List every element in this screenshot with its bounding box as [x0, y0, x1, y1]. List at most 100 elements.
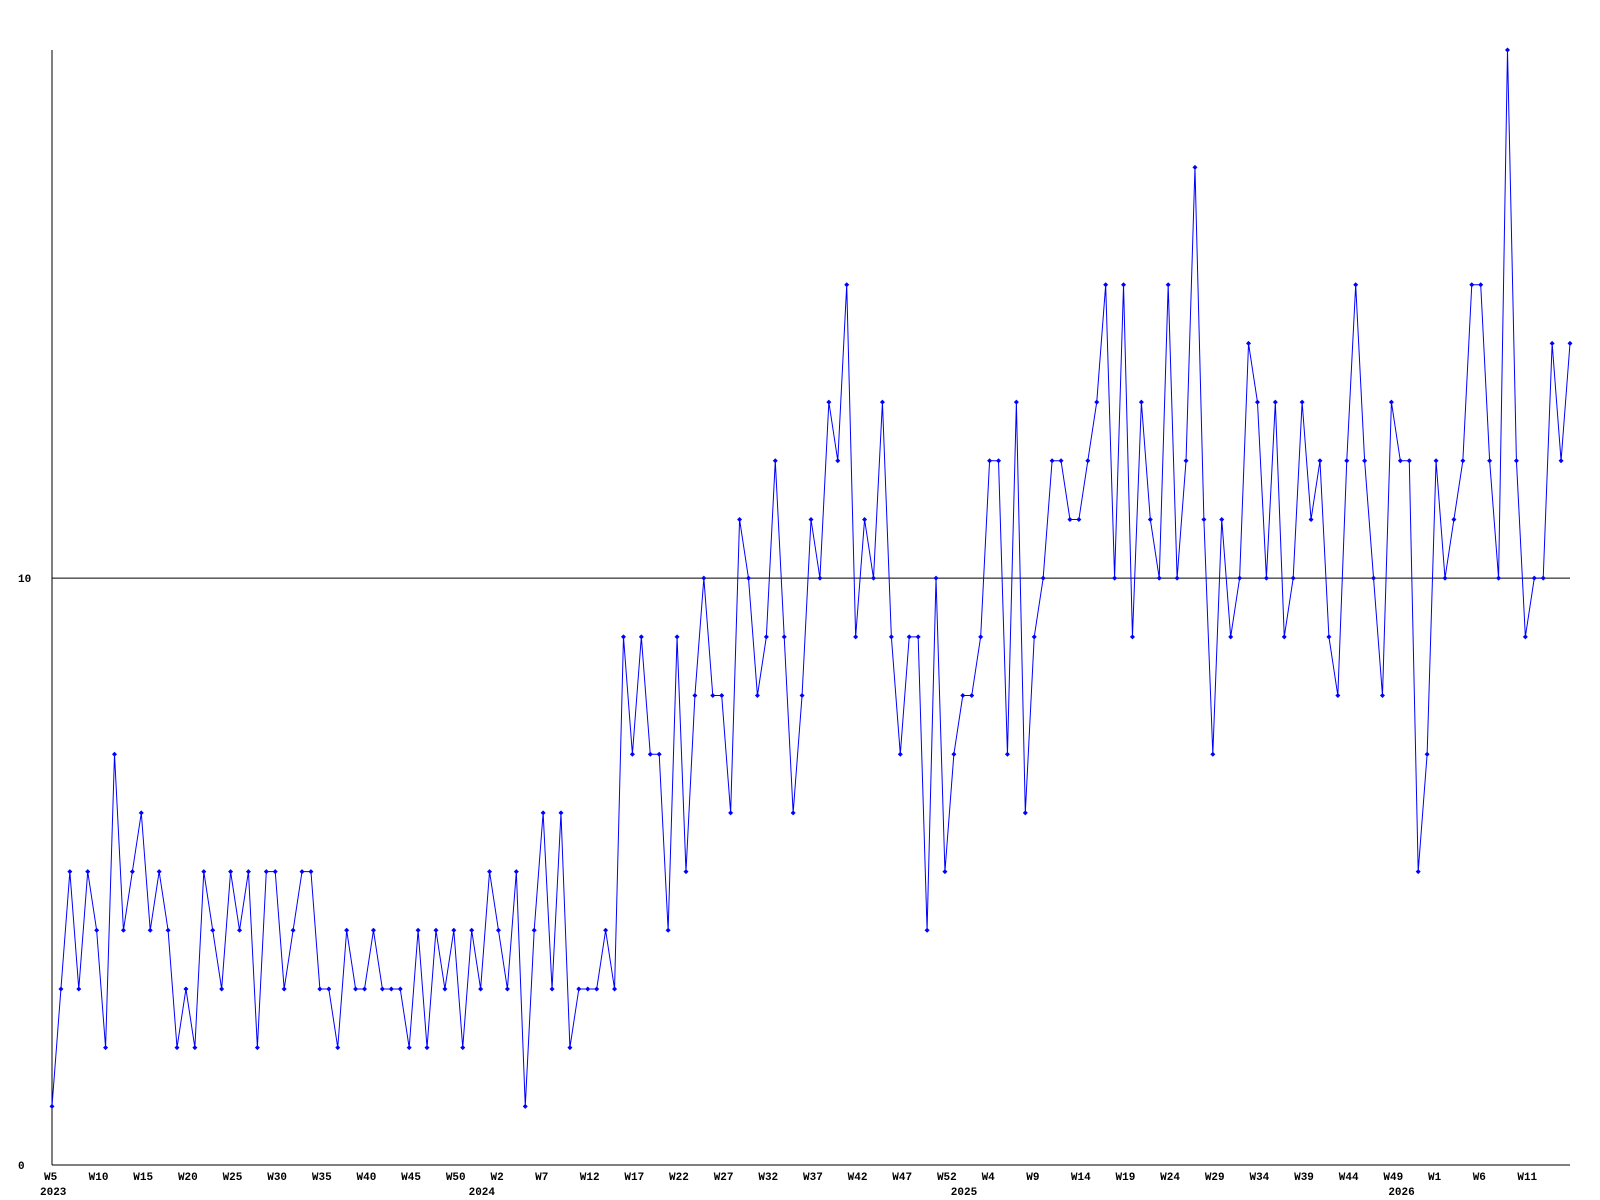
data-point — [1326, 634, 1332, 640]
x-tick-label: W37 — [803, 1172, 823, 1184]
data-point — [1469, 282, 1475, 288]
y-tick-label: 0 — [18, 1161, 25, 1173]
x-tick-label: W32 — [758, 1172, 778, 1184]
x-tick-label: W42 — [848, 1172, 868, 1184]
data-point — [1549, 340, 1555, 346]
x-tick-label: W50 — [446, 1172, 466, 1184]
data-point — [1371, 575, 1377, 581]
x-tick-label: W44 — [1339, 1172, 1359, 1184]
data-point — [504, 986, 510, 992]
data-point — [299, 869, 305, 875]
data-point — [1263, 575, 1269, 581]
data-point — [594, 986, 600, 992]
data-point — [1451, 516, 1457, 522]
x-tick-label: W22 — [669, 1172, 689, 1184]
data-point — [1013, 399, 1019, 405]
data-point — [754, 693, 760, 699]
data-point — [1201, 516, 1207, 522]
data-point — [370, 927, 376, 933]
data-point — [1031, 634, 1037, 640]
data-point — [353, 986, 359, 992]
data-point — [1317, 458, 1323, 464]
data-point — [1085, 458, 1091, 464]
x-tick-label: W39 — [1294, 1172, 1314, 1184]
x-tick-label: W49 — [1383, 1172, 1403, 1184]
data-point — [701, 575, 707, 581]
x-tick-label: W20 — [178, 1172, 198, 1184]
x-tick-label: W40 — [357, 1172, 377, 1184]
data-point — [1103, 282, 1109, 288]
year-label: 2026 — [1388, 1187, 1414, 1199]
x-tick-label: W34 — [1249, 1172, 1269, 1184]
data-point — [924, 927, 930, 933]
data-point — [1094, 399, 1100, 405]
x-tick-label: W6 — [1473, 1172, 1486, 1184]
data-point — [138, 810, 144, 816]
data-point — [1406, 458, 1412, 464]
data-point — [94, 927, 100, 933]
data-point — [558, 810, 564, 816]
data-point — [281, 986, 287, 992]
data-point — [585, 986, 591, 992]
data-point — [451, 927, 457, 933]
data-point — [76, 986, 82, 992]
data-point — [1076, 516, 1082, 522]
data-point — [1049, 458, 1055, 464]
data-point — [442, 986, 448, 992]
data-point — [1004, 751, 1010, 757]
data-point — [808, 516, 814, 522]
data-point — [1210, 751, 1216, 757]
data-point — [1067, 516, 1073, 522]
x-tick-label: W27 — [714, 1172, 734, 1184]
data-point — [531, 927, 537, 933]
x-tick-label: W35 — [312, 1172, 332, 1184]
data-point — [612, 986, 618, 992]
x-tick-label: W17 — [624, 1172, 644, 1184]
data-point — [1415, 869, 1421, 875]
x-tick-label: W12 — [580, 1172, 600, 1184]
x-tick-label: W45 — [401, 1172, 421, 1184]
data-point — [835, 458, 841, 464]
data-point — [933, 575, 939, 581]
data-point — [772, 458, 778, 464]
data-point — [1040, 575, 1046, 581]
x-tick-label: W11 — [1517, 1172, 1537, 1184]
data-point — [1174, 575, 1180, 581]
data-point — [629, 751, 635, 757]
data-point — [192, 1045, 198, 1051]
data-point — [719, 693, 725, 699]
data-point — [844, 282, 850, 288]
data-point — [942, 869, 948, 875]
data-point — [522, 1103, 528, 1109]
data-point — [638, 634, 644, 640]
year-label: 2025 — [951, 1187, 978, 1199]
data-point — [362, 986, 368, 992]
data-point — [817, 575, 823, 581]
data-point — [112, 751, 118, 757]
data-point — [1138, 399, 1144, 405]
data-point — [272, 869, 278, 875]
data-point — [960, 693, 966, 699]
x-tick-label: W29 — [1205, 1172, 1225, 1184]
data-point — [745, 575, 751, 581]
data-point — [1112, 575, 1118, 581]
data-point — [460, 1045, 466, 1051]
data-point — [129, 869, 135, 875]
data-point — [406, 1045, 412, 1051]
data-point — [978, 634, 984, 640]
data-point — [210, 927, 216, 933]
data-point — [799, 693, 805, 699]
data-point — [1362, 458, 1368, 464]
data-point — [219, 986, 225, 992]
data-point — [1388, 399, 1394, 405]
data-point — [1156, 575, 1162, 581]
data-point — [647, 751, 653, 757]
data-point — [469, 927, 475, 933]
data-point — [165, 927, 171, 933]
data-point — [1558, 458, 1564, 464]
data-point — [1299, 399, 1305, 405]
data-point — [1487, 458, 1493, 464]
data-point — [1397, 458, 1403, 464]
data-point — [1335, 693, 1341, 699]
